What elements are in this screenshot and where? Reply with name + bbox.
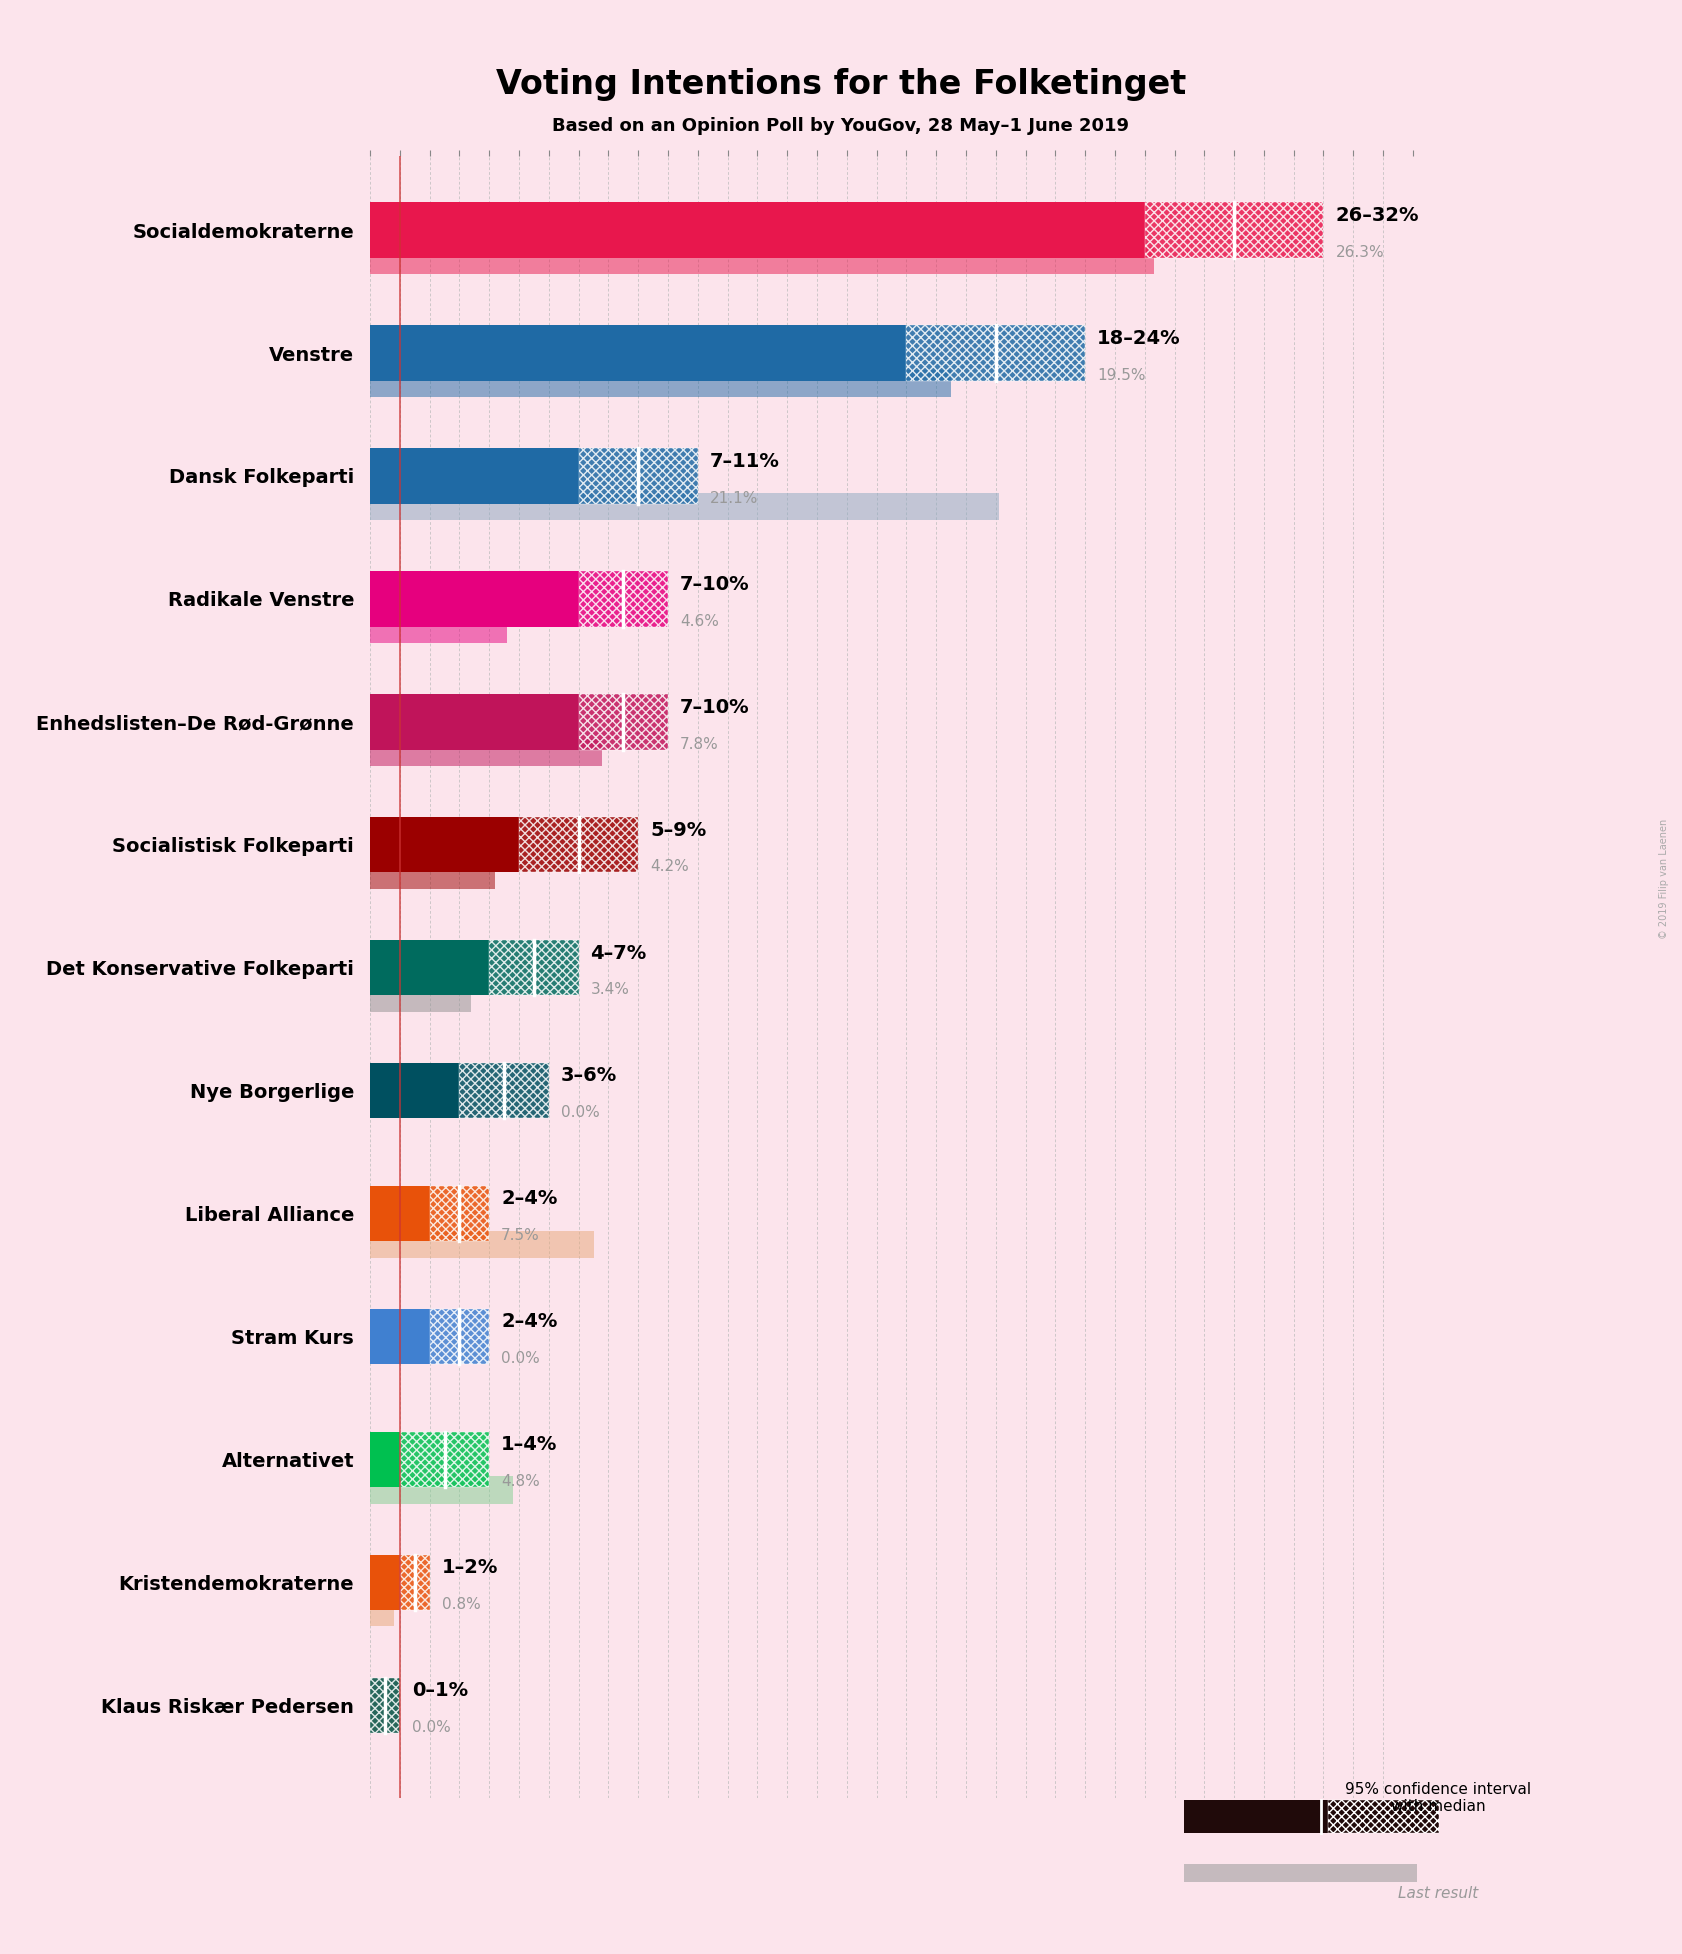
- Text: 26.3%: 26.3%: [1336, 244, 1384, 260]
- Bar: [520, 817, 637, 873]
- Bar: [370, 1186, 429, 1241]
- Bar: [907, 326, 1085, 381]
- Text: 5–9%: 5–9%: [651, 821, 706, 840]
- Bar: [370, 246, 1154, 274]
- Text: 0.8%: 0.8%: [442, 1596, 481, 1612]
- Text: 7–10%: 7–10%: [680, 698, 750, 717]
- Bar: [429, 1309, 489, 1364]
- Text: 95% confidence interval
with median: 95% confidence interval with median: [1346, 1782, 1531, 1815]
- Bar: [370, 817, 520, 873]
- Text: 7.8%: 7.8%: [680, 737, 718, 752]
- Text: 4.8%: 4.8%: [501, 1473, 540, 1489]
- Bar: [370, 940, 489, 995]
- Text: 1–2%: 1–2%: [442, 1557, 498, 1577]
- Text: 7–11%: 7–11%: [710, 451, 779, 471]
- Bar: [1184, 1800, 1327, 1833]
- Bar: [370, 1063, 459, 1118]
- Bar: [370, 1231, 594, 1258]
- Bar: [370, 694, 579, 750]
- Bar: [489, 940, 579, 995]
- Bar: [370, 369, 950, 397]
- Bar: [579, 694, 668, 750]
- Text: 7–10%: 7–10%: [680, 574, 750, 594]
- Text: 1–4%: 1–4%: [501, 1436, 557, 1454]
- Text: 2–4%: 2–4%: [501, 1190, 557, 1208]
- Bar: [370, 492, 999, 520]
- Bar: [370, 739, 602, 766]
- Bar: [1184, 1864, 1416, 1882]
- Bar: [459, 1063, 548, 1118]
- Bar: [370, 1555, 400, 1610]
- Text: 4.2%: 4.2%: [651, 860, 690, 875]
- Text: 0–1%: 0–1%: [412, 1680, 468, 1700]
- Bar: [370, 1600, 394, 1626]
- Text: 0.0%: 0.0%: [501, 1352, 540, 1366]
- Bar: [370, 985, 471, 1012]
- Bar: [370, 1477, 513, 1503]
- Text: 26–32%: 26–32%: [1336, 205, 1420, 225]
- Text: © 2019 Filip van Laenen: © 2019 Filip van Laenen: [1658, 819, 1669, 940]
- Bar: [1145, 203, 1324, 258]
- Text: 3–6%: 3–6%: [560, 1067, 617, 1086]
- Text: 0.0%: 0.0%: [560, 1106, 599, 1120]
- Bar: [370, 571, 579, 627]
- Bar: [370, 616, 506, 643]
- Text: 2–4%: 2–4%: [501, 1313, 557, 1331]
- Text: Last result: Last result: [1398, 1886, 1478, 1901]
- Text: 0.0%: 0.0%: [412, 1720, 451, 1735]
- Text: 21.1%: 21.1%: [710, 490, 759, 506]
- Bar: [370, 1678, 400, 1733]
- Text: Voting Intentions for the Folketinget: Voting Intentions for the Folketinget: [496, 68, 1186, 102]
- Bar: [370, 326, 907, 381]
- Bar: [370, 1432, 400, 1487]
- Text: 3.4%: 3.4%: [590, 983, 629, 997]
- Text: 7.5%: 7.5%: [501, 1229, 540, 1243]
- Bar: [579, 571, 668, 627]
- Text: Based on an Opinion Poll by YouGov, 28 May–1 June 2019: Based on an Opinion Poll by YouGov, 28 M…: [552, 117, 1130, 135]
- Bar: [370, 447, 579, 504]
- Text: 18–24%: 18–24%: [1097, 328, 1181, 348]
- Bar: [400, 1555, 429, 1610]
- Text: 4–7%: 4–7%: [590, 944, 648, 963]
- Bar: [579, 447, 698, 504]
- Bar: [400, 1432, 489, 1487]
- Text: 4.6%: 4.6%: [680, 614, 718, 629]
- Bar: [429, 1186, 489, 1241]
- Bar: [370, 862, 495, 889]
- Bar: [370, 1309, 429, 1364]
- Bar: [1327, 1800, 1440, 1833]
- Text: 19.5%: 19.5%: [1097, 367, 1145, 383]
- Bar: [370, 203, 1145, 258]
